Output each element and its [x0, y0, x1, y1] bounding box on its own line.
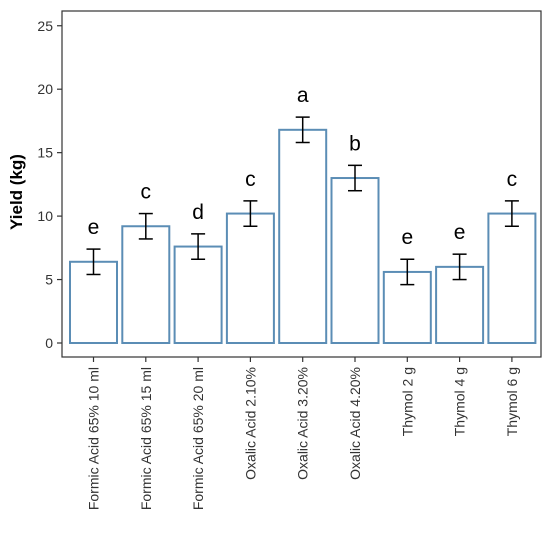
bar [225, 212, 275, 344]
significance-letters-group: e c d c a b e e c [88, 84, 517, 249]
x-tick-label: Oxalic Acid 3.20% [295, 367, 311, 480]
significance-letter: d [192, 201, 204, 224]
significance-letter: a [297, 84, 309, 107]
x-tick-label: Thymol 4 g [452, 367, 468, 436]
x-tick-label: Thymol 6 g [504, 367, 520, 436]
error-bars-group [86, 116, 519, 286]
x-tick-label: Thymol 2 g [399, 367, 415, 436]
bar [121, 225, 171, 344]
significance-letter: e [401, 226, 413, 249]
x-tick-label: Oxalic Acid 4.20% [347, 367, 363, 480]
x-axis: Formic Acid 65% 10 ml Formic Acid 65% 15 … [86, 357, 520, 510]
y-axis: 0 5 10 15 20 25 [37, 18, 62, 351]
bar [435, 265, 485, 344]
bar [278, 128, 328, 344]
significance-letter: c [245, 168, 256, 191]
y-tick-label: 25 [37, 18, 53, 34]
y-axis-label: Yield (kg) [7, 154, 26, 230]
y-tick-label: 0 [45, 335, 53, 351]
bar [69, 260, 118, 344]
x-tick-label: Formic Acid 65% 10 ml [86, 367, 102, 510]
significance-letter: e [454, 221, 466, 244]
significance-letter: b [349, 132, 361, 155]
y-tick-label: 15 [37, 145, 53, 161]
x-tick-label: Formic Acid 65% 20 ml [190, 367, 206, 510]
x-tick-label: Formic Acid 65% 15 ml [138, 367, 154, 510]
x-tick-label: Oxalic Acid 2.10% [242, 367, 258, 480]
bar [487, 212, 537, 344]
significance-letter: c [141, 181, 152, 204]
significance-letter: c [507, 168, 518, 191]
bar [173, 245, 223, 344]
y-tick-label: 5 [45, 272, 53, 288]
y-tick-label: 20 [37, 81, 53, 97]
bar [330, 177, 380, 344]
significance-letter: e [88, 216, 100, 239]
y-tick-label: 10 [37, 208, 53, 224]
